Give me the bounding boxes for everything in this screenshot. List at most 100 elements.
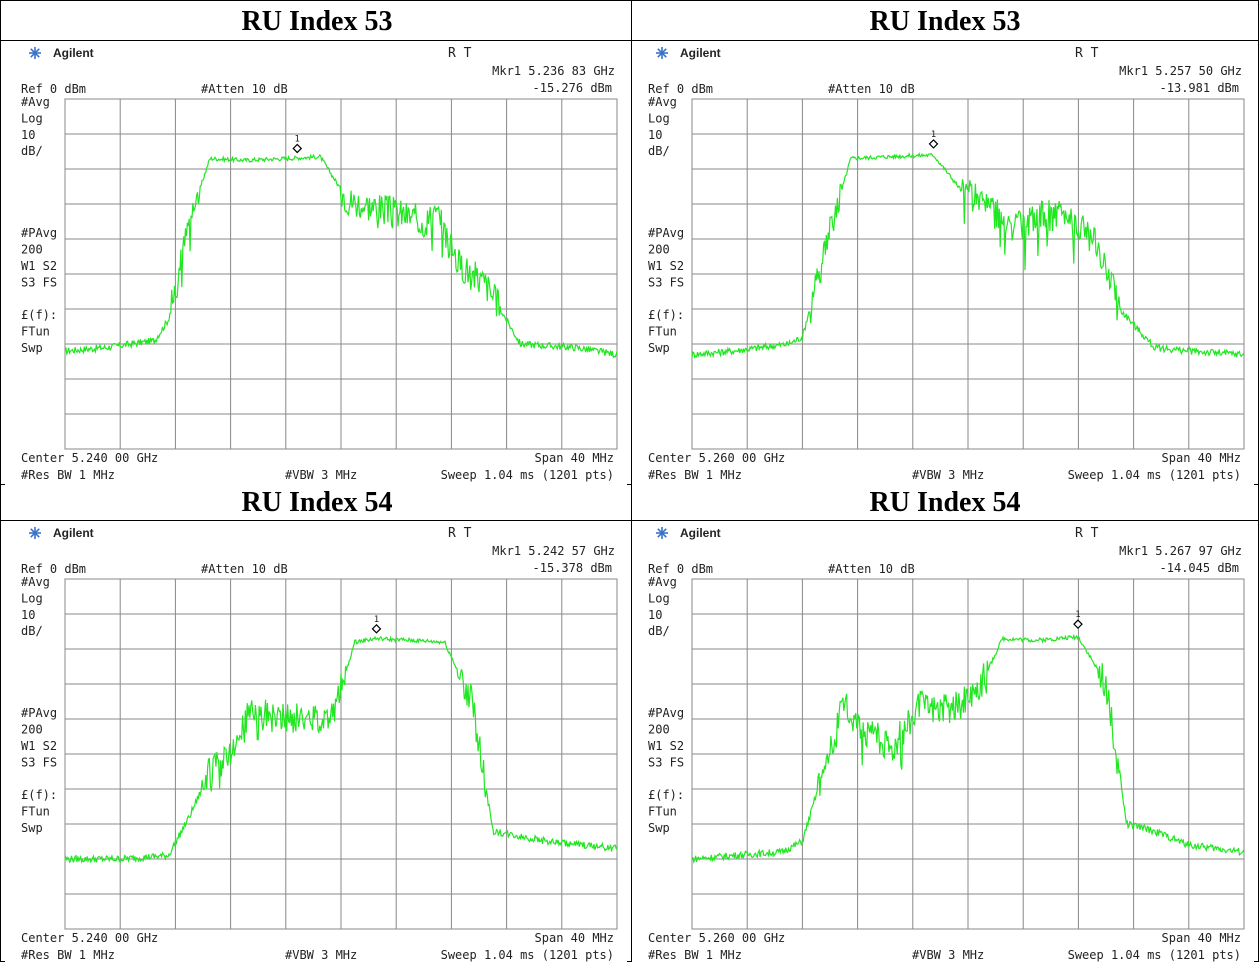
side-annotation: #PAvg: [21, 706, 57, 720]
marker-amplitude: -14.045 dBm: [1160, 561, 1239, 575]
center-frequency: Center 5.240 00 GHz: [21, 451, 158, 465]
marker-label: 1: [295, 134, 300, 144]
sweep-time: Sweep 1.04 ms (1201 pts): [441, 468, 614, 482]
marker-frequency: Mkr1 5.257 50 GHz: [1119, 64, 1242, 78]
spectrum-panel-3: Agilent R T Mkr1 5.242 57 GHz -15.378 dBm Re…: [5, 521, 627, 965]
status-indicator: R T: [448, 46, 472, 61]
span: Span 40 MHz: [1162, 931, 1241, 945]
spectrum-panel-4: Agilent R T Mkr1 5.267 97 GHz -14.045 dBm Re…: [632, 521, 1254, 965]
marker-amplitude: -15.378 dBm: [533, 561, 612, 575]
spectrum-trace: [691, 633, 1245, 865]
side-annotation: #Avg: [21, 95, 50, 109]
marker-frequency: Mkr1 5.242 57 GHz: [492, 544, 615, 558]
spectrum-display: Agilent R T Mkr1 5.236 83 GHz -15.276 dBm Re…: [21, 46, 618, 482]
marker-frequency: Mkr1 5.267 97 GHz: [1119, 544, 1242, 558]
side-annotation: £(f):: [21, 308, 57, 322]
side-annotation: dB/: [648, 624, 670, 638]
sweep-time: Sweep 1.04 ms (1201 pts): [1068, 948, 1241, 962]
side-annotation: FTun: [21, 805, 50, 819]
side-annotation: FTun: [648, 805, 677, 819]
panel-title: RU Index 53: [241, 6, 393, 37]
resolution-bandwidth: #Res BW 1 MHz: [648, 948, 742, 962]
agilent-logo-icon: [656, 47, 668, 59]
attenuation: #Atten 10 dB: [201, 562, 288, 576]
side-annotation: Log: [21, 111, 43, 125]
video-bandwidth: #VBW 3 MHz: [912, 468, 984, 482]
brand-name: Agilent: [680, 46, 721, 60]
side-annotation: #PAvg: [648, 706, 684, 720]
status-indicator: R T: [1075, 46, 1099, 61]
status-indicator: R T: [448, 526, 472, 541]
marker-diamond-icon: [292, 143, 303, 154]
side-annotation: #Avg: [648, 95, 677, 109]
grid-border-left: [0, 0, 1, 962]
marker-amplitude: -13.981 dBm: [1160, 81, 1239, 95]
side-annotation: 200: [21, 723, 43, 737]
side-annotation: 10: [648, 608, 662, 622]
reference-level: Ref 0 dBm: [21, 562, 86, 576]
side-annotation: #Avg: [648, 575, 677, 589]
marker-frequency: Mkr1 5.236 83 GHz: [492, 64, 615, 78]
side-annotation: Log: [21, 591, 43, 605]
title-row-line-2: [0, 520, 1259, 521]
marker-label: 1: [374, 615, 379, 625]
side-annotation: Log: [648, 111, 670, 125]
side-annotation: #PAvg: [648, 226, 684, 240]
span: Span 40 MHz: [535, 451, 614, 465]
side-annotation: 10: [21, 128, 35, 142]
agilent-logo-icon: [29, 47, 41, 59]
video-bandwidth: #VBW 3 MHz: [285, 468, 357, 482]
grid-border-top: [0, 0, 1259, 1]
side-annotation: S3 FS: [21, 755, 57, 769]
panel-title: RU Index 54: [869, 487, 1021, 518]
video-bandwidth: #VBW 3 MHz: [285, 948, 357, 962]
attenuation: #Atten 10 dB: [201, 82, 288, 96]
brand-name: Agilent: [53, 526, 94, 540]
side-annotation: Swp: [21, 341, 43, 355]
agilent-logo-icon: [29, 527, 41, 539]
attenuation: #Atten 10 dB: [828, 562, 915, 576]
side-annotation: FTun: [648, 325, 677, 339]
side-annotation: W1 S2: [21, 739, 57, 753]
center-frequency: Center 5.240 00 GHz: [21, 931, 158, 945]
marker-label: 1: [1075, 610, 1080, 620]
side-annotation: dB/: [21, 624, 43, 638]
panel-title: RU Index 53: [869, 6, 1021, 37]
side-annotation: S3 FS: [21, 275, 57, 289]
spectrum-display: Agilent R T Mkr1 5.242 57 GHz -15.378 dBm Re…: [21, 526, 618, 962]
side-annotation: W1 S2: [21, 259, 57, 273]
sweep-time: Sweep 1.04 ms (1201 pts): [1068, 468, 1241, 482]
resolution-bandwidth: #Res BW 1 MHz: [21, 468, 115, 482]
reference-level: Ref 0 dBm: [21, 82, 86, 96]
side-annotation: W1 S2: [648, 259, 684, 273]
spectrum-display: Agilent R T Mkr1 5.267 97 GHz -14.045 dBm Re…: [648, 526, 1245, 962]
side-annotation: S3 FS: [648, 755, 684, 769]
side-annotation: 200: [648, 723, 670, 737]
center-frequency: Center 5.260 00 GHz: [648, 451, 785, 465]
sweep-time: Sweep 1.04 ms (1201 pts): [441, 948, 614, 962]
side-annotation: 10: [21, 608, 35, 622]
agilent-logo-icon: [656, 527, 668, 539]
spectrum-display: Agilent R T Mkr1 5.257 50 GHz -13.981 dBm Re…: [648, 46, 1245, 482]
side-annotation: S3 FS: [648, 275, 684, 289]
brand-name: Agilent: [680, 526, 721, 540]
side-annotation: #Avg: [21, 575, 50, 589]
side-annotation: 200: [648, 243, 670, 257]
spectrum-panel-2: Agilent R T Mkr1 5.257 50 GHz -13.981 dBm Re…: [632, 41, 1254, 485]
side-annotation: 10: [648, 128, 662, 142]
span: Span 40 MHz: [1162, 451, 1241, 465]
resolution-bandwidth: #Res BW 1 MHz: [648, 468, 742, 482]
spectrum-trace: [64, 153, 618, 359]
side-annotation: dB/: [21, 144, 43, 158]
side-annotation: dB/: [648, 144, 670, 158]
grid-divider-horizontal: [0, 484, 1259, 485]
side-annotation: FTun: [21, 325, 50, 339]
resolution-bandwidth: #Res BW 1 MHz: [21, 948, 115, 962]
side-annotation: £(f):: [648, 308, 684, 322]
marker-label: 1: [931, 130, 936, 140]
side-annotation: 200: [21, 243, 43, 257]
side-annotation: Swp: [21, 821, 43, 835]
reference-level: Ref 0 dBm: [648, 82, 713, 96]
marker-amplitude: -15.276 dBm: [533, 81, 612, 95]
marker-diamond-icon: [1073, 619, 1083, 630]
